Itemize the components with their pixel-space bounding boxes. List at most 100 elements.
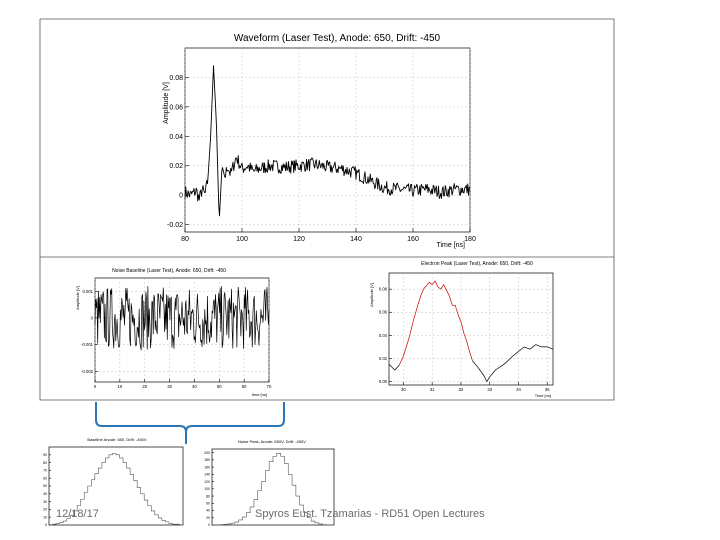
hist1-bin [158, 518, 162, 525]
noise-xtick-label: 50 [217, 384, 222, 389]
hist1-bin [102, 463, 106, 525]
peak-xtick-label: 30 [401, 387, 406, 392]
peak-ytick-label: 0.02 [379, 356, 388, 361]
peak-xtick-label: 32 [459, 387, 464, 392]
hist1-bin [134, 481, 138, 525]
main-ytick-label: 0.08 [169, 75, 183, 82]
hist1-bin [98, 468, 102, 525]
hist1-ytick-label: 10 [43, 515, 47, 519]
main-ytick-label: 0.02 [169, 163, 183, 170]
hist1-bin [123, 463, 127, 525]
hist2-bin [243, 517, 247, 525]
hist2-ytick-label: 180 [204, 458, 210, 462]
hist1-bin [148, 506, 152, 526]
hist1-ytick-label: 20 [43, 508, 47, 512]
hist2-histogram-outline [212, 453, 334, 526]
main-ytick-label: 0 [179, 193, 183, 200]
main-chart-xlabel: Time [ns] [436, 242, 465, 249]
peak-ytick-label: 0.00 [379, 379, 388, 384]
noise-peak-histogram-chart: Noise Peak, Anode: 650V, Drift: -450V 0 2… [204, 439, 335, 527]
noise-xtick-label: 60 [242, 384, 247, 389]
noise-chart-ylabel: Amplitude [V] [75, 286, 80, 310]
peak-xtick-label: 34 [516, 387, 521, 392]
hist2-ytick-label: 140 [204, 473, 210, 477]
hist2-bin [239, 520, 243, 525]
hist1-bin [165, 522, 169, 525]
hist2-ytick-label: 100 [204, 487, 210, 491]
hist2-title: Noise Peak, Anode: 650V, Drift: -450V [238, 439, 306, 444]
hist2-bin [311, 521, 315, 525]
noise-xtick-label: 10 [118, 384, 123, 389]
peak-series-pre-peak [388, 363, 400, 371]
main-ytick-label: 0.04 [169, 134, 183, 141]
hist1-ytick-label: 30 [43, 500, 47, 504]
hist1-bin [137, 488, 141, 525]
hist1-bin [151, 511, 155, 525]
hist1-bin [120, 458, 124, 525]
electron-peak-chart: Electron Peak (Laser Test), Anode: 650, … [369, 261, 554, 398]
main-waveform-panel: Waveform (Laser Test), Anode: 650, Drift… [157, 13, 481, 255]
hist1-bin [63, 521, 67, 525]
noise-ytick-label: -0.002 [81, 369, 94, 374]
peak-series-electron-peak [398, 280, 473, 366]
hist2-bin [250, 507, 254, 525]
hist1-ytick-label: 70 [43, 469, 47, 473]
electron-peak-panel: Electron Peak (Laser Test), Anode: 650, … [365, 255, 565, 405]
hist1-bin [162, 520, 166, 525]
hist1-ytick-label: 0 [45, 523, 47, 527]
hist1-bin [109, 455, 113, 525]
noise-baseline-panel: Noise Baseline (Laser Test), Anode: 650,… [73, 262, 275, 400]
footer-date: 12/18/17 [56, 508, 99, 520]
footer-author: Spyros Eust. Tzamarias - RD51 Open Lectu… [255, 508, 485, 520]
main-ytick-label: 0.06 [169, 104, 183, 111]
main-chart-ylabel: Amplitude [V] [163, 82, 170, 124]
noise-series-noise [94, 285, 270, 351]
peak-xtick-label: 33 [487, 387, 492, 392]
hist2-ytick-label: 60 [206, 502, 210, 506]
hist2-ytick-label: 40 [206, 509, 210, 513]
hist2-ytick-label: 120 [204, 480, 210, 484]
hist1-bin [155, 515, 159, 525]
hist1-bin [127, 468, 131, 525]
hist2-ytick-label: 0 [208, 523, 210, 527]
hist2-ytick-label: 200 [204, 451, 210, 455]
hist1-ytick-label: 90 [43, 453, 47, 457]
hist2-ytick-label: 160 [204, 465, 210, 469]
hist1-bin [116, 455, 120, 525]
main-ytick-label: -0.02 [167, 222, 183, 229]
peak-ytick-label: 0.06 [379, 310, 388, 315]
main-xtick-label: 120 [293, 236, 305, 243]
hist1-ytick-label: 50 [43, 484, 47, 488]
noise-baseline-chart: Noise Baseline (Laser Test), Anode: 650,… [75, 268, 272, 397]
peak-plot-frame [388, 272, 554, 386]
hist1-histogram-outline [49, 452, 183, 526]
hist1-ytick-label: 80 [43, 461, 47, 465]
peak-chart-ylabel: Amplitude [V] [369, 283, 374, 307]
noise-ytick-label: 0 [91, 315, 94, 320]
noise-ytick-label: 0.001 [83, 289, 94, 294]
hist1-bin [144, 500, 148, 525]
hist1-bin [60, 523, 64, 525]
hist1-bin [130, 474, 134, 525]
hist1-title: Baseline Anode: 650, Drift: -450V [87, 437, 146, 442]
main-xtick-label: 160 [407, 236, 419, 243]
hist2-bin [235, 522, 239, 525]
hist2-ytick-label: 20 [206, 516, 210, 520]
main-xtick-label: 180 [464, 236, 476, 243]
hist1-ytick-label: 40 [43, 492, 47, 496]
peak-series-post-peak [472, 344, 554, 382]
noise-xtick-label: 70 [267, 384, 272, 389]
noise-peak-histogram-panel: Noise Peak, Anode: 650V, Drift: -450V 0 2… [194, 435, 340, 535]
noise-chart-title: Noise Baseline (Laser Test), Anode: 650,… [112, 268, 226, 274]
hist1-bin [112, 453, 116, 525]
main-xtick-label: 140 [350, 236, 362, 243]
hist1-bin [141, 494, 145, 525]
peak-xtick-label: 31 [430, 387, 435, 392]
peak-chart-title: Electron Peak (Laser Test), Anode: 650, … [421, 261, 533, 267]
noise-ytick-label: -0.001 [81, 342, 94, 347]
noise-xtick-label: 20 [142, 384, 147, 389]
main-plot-frame [184, 47, 471, 233]
noise-xtick-label: 0 [94, 384, 97, 389]
noise-xtick-label: 40 [192, 384, 197, 389]
main-chart-title: Waveform (Laser Test), Anode: 650, Drift… [234, 33, 441, 44]
